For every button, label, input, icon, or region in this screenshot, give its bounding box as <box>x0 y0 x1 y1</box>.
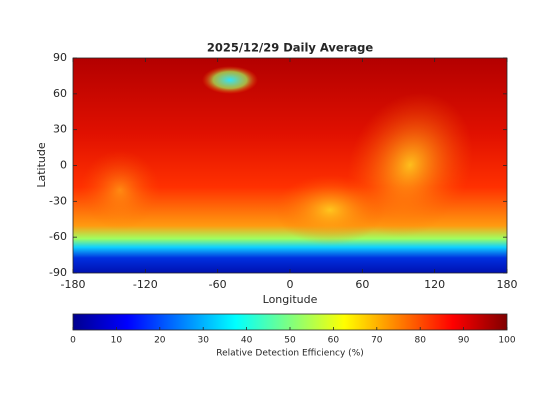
x-tick-label: 0 <box>287 278 294 291</box>
y-axis-label: Latitude <box>35 142 48 188</box>
y-tick-label: 30 <box>53 123 67 136</box>
colorbar-tick-label: 20 <box>154 336 166 346</box>
x-tick-label: -120 <box>133 278 158 291</box>
x-tick-label: -60 <box>209 278 227 291</box>
y-tick-label: 0 <box>60 159 67 172</box>
colorbar-tick-label: 10 <box>111 336 123 346</box>
colorbar-tick-label: 0 <box>70 336 76 346</box>
x-tick-label: 180 <box>497 278 518 291</box>
colorbar-tick-label: 60 <box>328 336 340 346</box>
x-tick-label: 120 <box>424 278 445 291</box>
y-tick-label: 90 <box>53 51 67 64</box>
y-tick-label: 60 <box>53 87 67 100</box>
colorbar-tick-label: 80 <box>414 336 426 346</box>
chart-title: 2025/12/29 Daily Average <box>207 41 374 55</box>
field-highlight <box>275 175 385 245</box>
x-tick-label: -180 <box>61 278 86 291</box>
x-tick-label: 60 <box>355 278 369 291</box>
map-field <box>72 57 508 274</box>
colorbar-tick-label: 90 <box>458 336 470 346</box>
colorbar-label: Relative Detection Efficiency (%) <box>216 349 364 359</box>
x-axis-label: Longitude <box>263 293 318 306</box>
colorbar-tick-label: 40 <box>241 336 253 346</box>
field-highlight <box>202 66 258 94</box>
y-tick-label: -90 <box>49 266 67 279</box>
y-tick-label: -30 <box>49 194 67 207</box>
colorbar-tick-label: 50 <box>284 336 296 346</box>
colorbar-tick-label: 30 <box>197 336 209 346</box>
y-tick-label: -60 <box>49 230 67 243</box>
colorbar-tick-label: 100 <box>498 336 515 346</box>
colorbar-tick-label: 70 <box>371 336 383 346</box>
field-highlight <box>80 150 160 230</box>
